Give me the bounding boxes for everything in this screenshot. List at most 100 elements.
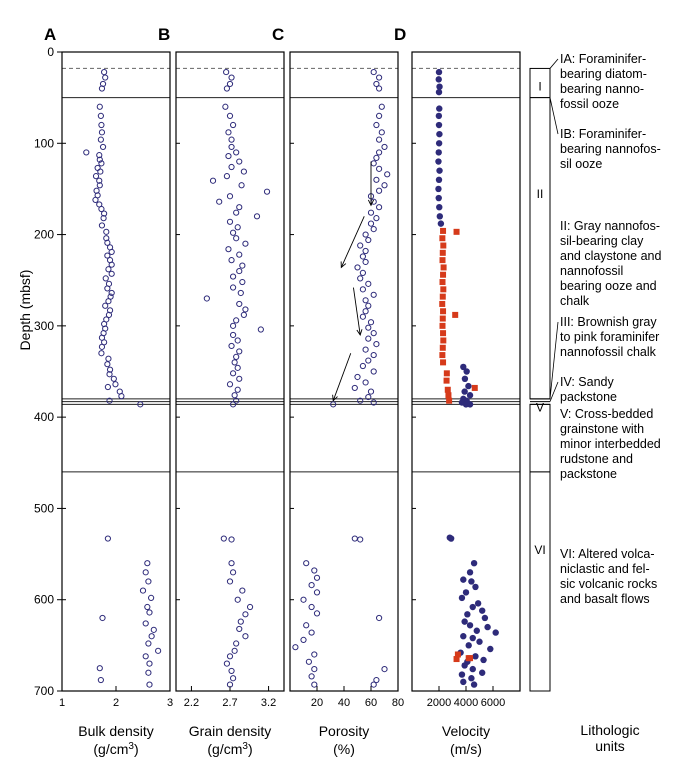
description-line: V: Cross-bedded xyxy=(560,407,653,421)
data-point xyxy=(439,315,446,322)
data-point xyxy=(376,149,383,156)
data-point xyxy=(357,242,364,249)
data-point xyxy=(229,273,237,280)
data-point xyxy=(474,600,482,607)
data-point xyxy=(216,198,223,205)
trend-arrowhead xyxy=(340,261,347,269)
lithology-description: IA: Foraminifer-bearing diatom-bearing n… xyxy=(560,52,647,111)
data-point xyxy=(226,218,234,225)
data-point xyxy=(226,112,234,120)
data-point xyxy=(443,370,450,377)
data-point xyxy=(209,177,217,184)
panel-D xyxy=(411,51,521,692)
data-point xyxy=(468,578,475,585)
x-axis-unit: (g/cm3) xyxy=(207,741,252,757)
data-point xyxy=(220,535,227,542)
unit-end: ) xyxy=(134,741,139,757)
data-point xyxy=(137,401,144,408)
data-point xyxy=(458,671,466,678)
data-point xyxy=(359,253,366,260)
data-point xyxy=(376,614,383,622)
data-point xyxy=(460,633,467,640)
data-point xyxy=(373,176,380,183)
data-point xyxy=(365,357,372,364)
unit-label-V: V xyxy=(536,401,544,415)
data-point xyxy=(144,603,151,611)
data-point xyxy=(453,228,460,235)
data-point xyxy=(231,392,238,399)
trend-arrowhead xyxy=(332,394,338,402)
data-point xyxy=(465,642,472,649)
data-point xyxy=(439,257,446,264)
unit-end: ) xyxy=(248,741,253,757)
x-axis-label: Grain density xyxy=(189,723,271,739)
data-point xyxy=(236,300,243,308)
description-line: VI: Altered volca- xyxy=(560,547,655,561)
data-point xyxy=(436,130,443,138)
data-point xyxy=(236,204,243,211)
data-point xyxy=(96,177,103,184)
data-point xyxy=(308,673,315,680)
panel-frame xyxy=(175,51,285,692)
data-point xyxy=(225,246,232,253)
data-point xyxy=(439,235,446,242)
description-line: bearing diatom- xyxy=(560,67,647,81)
data-point xyxy=(150,626,157,633)
x-tick-label: 2.2 xyxy=(184,697,199,709)
data-point xyxy=(440,330,447,337)
description-line: IA: Foraminifer- xyxy=(560,52,646,66)
data-point xyxy=(98,129,106,136)
data-point xyxy=(300,636,307,643)
trend-arrow xyxy=(340,216,365,268)
data-point xyxy=(354,264,361,271)
panel-letter: A xyxy=(44,25,56,44)
unit-text: (%) xyxy=(333,741,355,757)
x-tick-label: 4000 xyxy=(454,697,478,709)
data-point xyxy=(223,85,231,92)
data-point xyxy=(242,240,249,247)
x-tick-label: 80 xyxy=(392,697,404,709)
data-point xyxy=(234,224,241,231)
data-point xyxy=(101,210,108,217)
description-line: and claystone and xyxy=(560,249,662,263)
data-point xyxy=(229,284,237,291)
data-point xyxy=(98,222,106,229)
data-point xyxy=(484,623,491,631)
y-tick-label: 0 xyxy=(47,45,54,59)
data-point xyxy=(103,228,110,235)
data-point xyxy=(237,618,244,625)
description-line: rudstone and xyxy=(560,452,633,466)
data-point xyxy=(357,275,364,282)
description-line: II: Gray nannofos- xyxy=(560,219,660,233)
data-point xyxy=(145,578,152,585)
data-point xyxy=(142,620,149,627)
data-point xyxy=(242,306,249,313)
data-point xyxy=(233,235,240,242)
data-point xyxy=(359,313,366,320)
data-point xyxy=(470,681,478,688)
data-point xyxy=(98,350,105,357)
data-point xyxy=(234,386,241,393)
description-line: III: Brownish gray xyxy=(560,315,657,329)
lithology-description: II: Gray nannofos-sil-bearing clay and cl… xyxy=(560,219,662,308)
data-point xyxy=(308,603,315,611)
data-point xyxy=(104,361,111,368)
unit-box-II xyxy=(529,97,551,400)
data-point xyxy=(492,629,499,636)
data-point xyxy=(365,280,372,287)
x-tick-label: 3 xyxy=(167,697,173,709)
y-axis-label: Depth (mbsf) xyxy=(17,270,33,351)
data-point xyxy=(96,103,103,110)
data-point xyxy=(97,676,104,684)
data-point xyxy=(98,205,105,213)
data-point xyxy=(376,165,383,172)
data-point xyxy=(367,220,375,227)
data-point xyxy=(462,589,470,596)
data-point xyxy=(236,158,243,165)
data-point xyxy=(452,311,459,318)
data-point xyxy=(225,129,232,136)
data-point xyxy=(233,397,240,404)
data-point xyxy=(236,251,243,258)
unit-superscript: 3 xyxy=(128,741,134,752)
lithology-title-line2: units xyxy=(595,738,625,754)
